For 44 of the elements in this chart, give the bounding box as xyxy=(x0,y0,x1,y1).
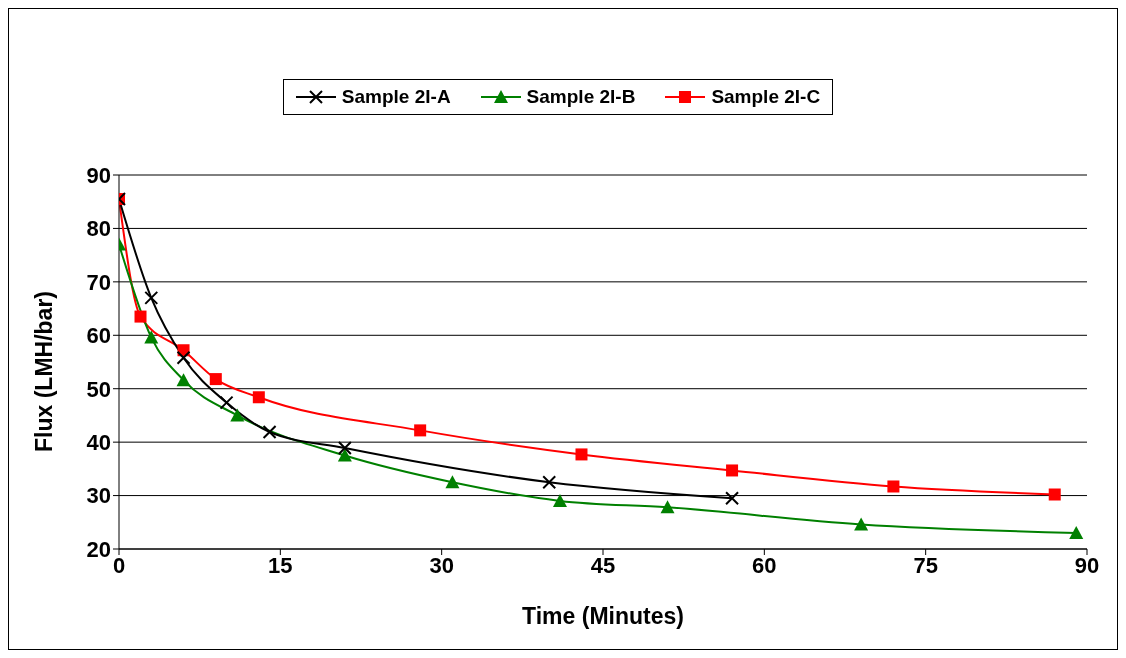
x-tick-label: 45 xyxy=(590,552,616,578)
x-axis-title: Time (Minutes) xyxy=(522,603,684,629)
y-axis-title: Flux (LMH/bar) xyxy=(31,291,58,452)
point xyxy=(337,441,352,456)
point xyxy=(176,350,191,365)
point xyxy=(144,290,159,305)
y-tick-label: 30 xyxy=(86,483,111,509)
point xyxy=(1069,525,1084,539)
y-tick-label: 60 xyxy=(86,323,111,349)
x-tick-label: 15 xyxy=(268,552,293,578)
x-tick-label: 75 xyxy=(913,552,938,578)
point xyxy=(575,448,588,461)
y-tick-label: 50 xyxy=(86,376,111,402)
x-tick-label: 30 xyxy=(429,552,454,578)
legend-label: Sample 2I-A xyxy=(340,86,451,108)
point xyxy=(262,424,277,439)
point xyxy=(445,475,460,489)
x-tick-label: 60 xyxy=(752,552,777,578)
point xyxy=(660,500,675,514)
point xyxy=(887,480,900,493)
point xyxy=(1048,488,1061,501)
point xyxy=(337,448,352,462)
x-tick-label: 90 xyxy=(1074,552,1100,578)
legend-label: Sample 2I-C xyxy=(710,86,821,108)
y-tick-label: 40 xyxy=(86,429,111,455)
point xyxy=(134,310,147,323)
y-tick-label: 70 xyxy=(86,269,111,295)
y-tick-label: 90 xyxy=(86,162,111,188)
point xyxy=(542,475,557,490)
point xyxy=(252,391,265,404)
point xyxy=(230,408,245,422)
point xyxy=(725,491,740,506)
point xyxy=(726,464,739,477)
point xyxy=(414,424,427,437)
x-tick-label: 0 xyxy=(112,552,126,578)
y-tick-label: 20 xyxy=(86,536,111,562)
point xyxy=(854,517,869,531)
point xyxy=(209,373,222,386)
legend-label: Sample 2I-B xyxy=(525,86,636,108)
point xyxy=(176,373,191,387)
y-tick-label: 80 xyxy=(86,216,111,242)
point xyxy=(219,395,234,410)
point xyxy=(552,493,567,507)
point xyxy=(144,330,159,344)
